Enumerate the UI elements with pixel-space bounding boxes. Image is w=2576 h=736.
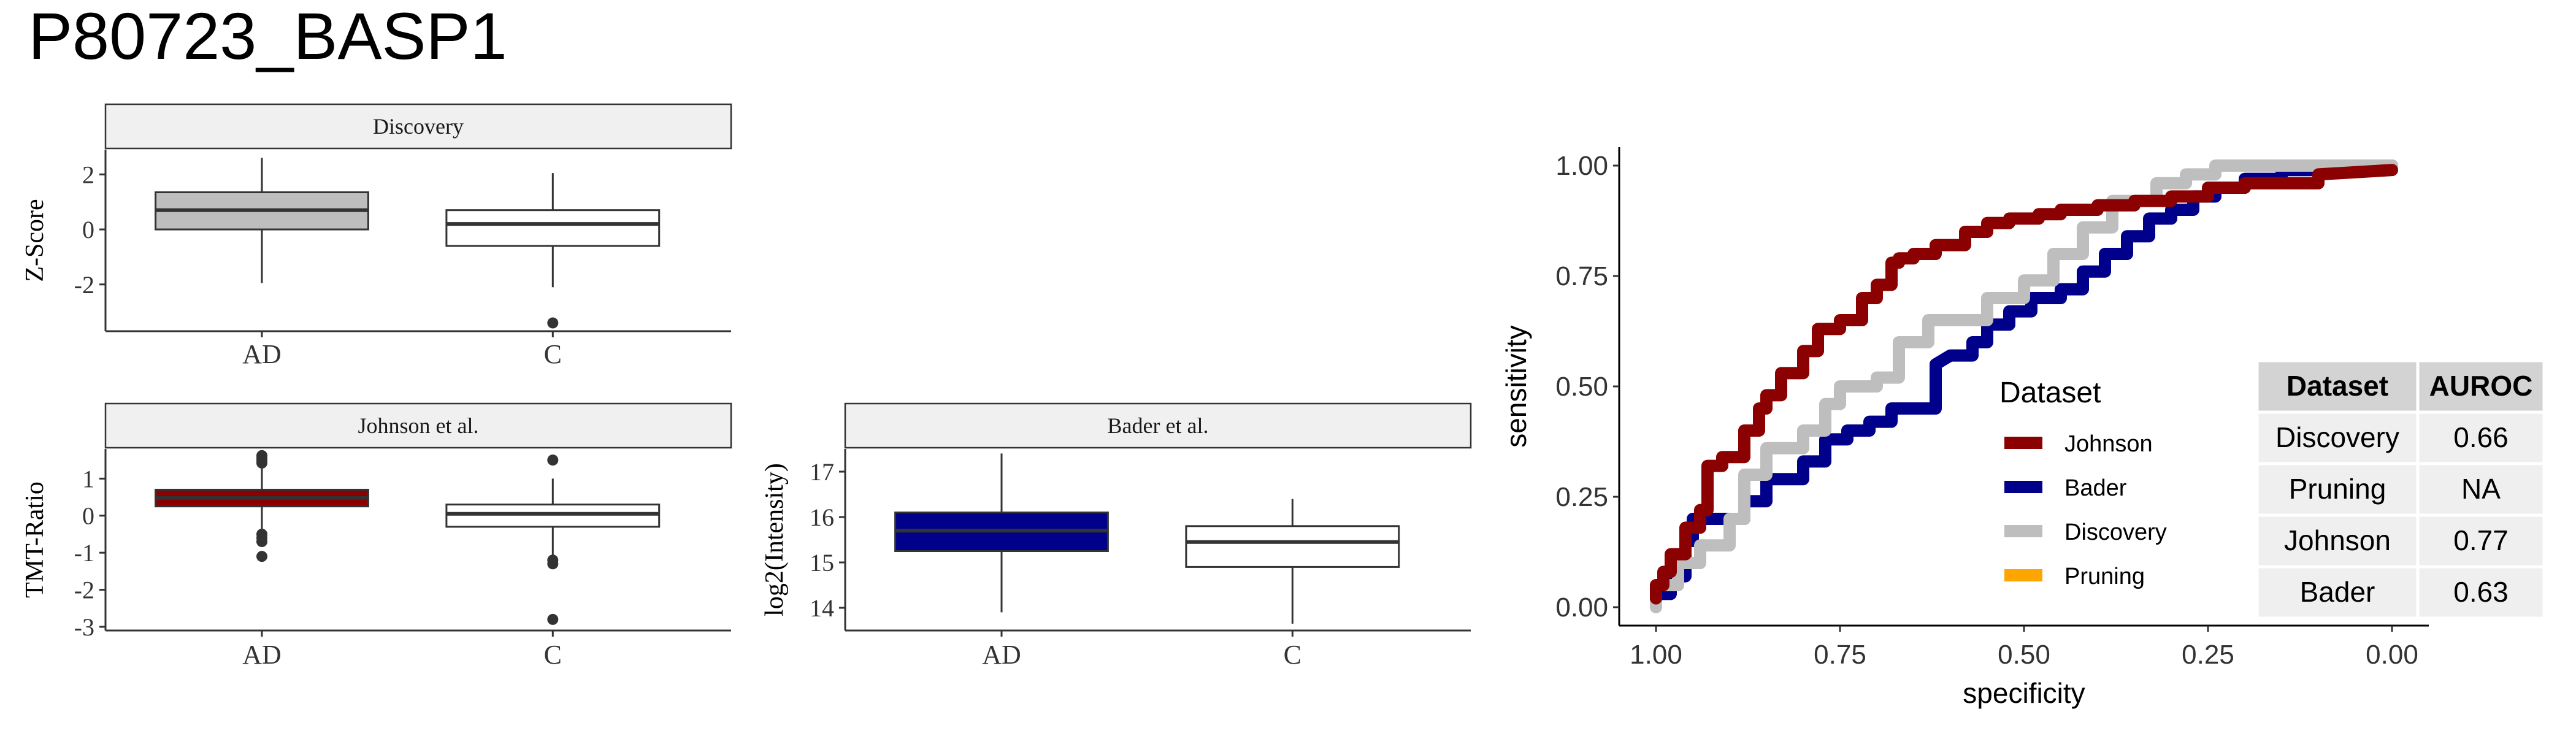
y-tick-label: 17 xyxy=(810,458,834,486)
y-tick-label: -2 xyxy=(74,577,94,604)
y-tick-label: 16 xyxy=(810,504,834,531)
box-plot-area: 2 0 -2 Z-Score AD C xyxy=(21,150,731,369)
box-outlier xyxy=(547,454,559,466)
box-plot-area: 17 16 15 14 log2(Intensity) AD C xyxy=(761,449,1471,670)
legend-label: Bader xyxy=(2064,475,2127,501)
panel-discovery: Discovery 2 0 -2 Z-Score AD C xyxy=(21,103,732,369)
box-ad xyxy=(155,450,369,562)
table-cell-value: NA xyxy=(2461,473,2501,505)
facet-strip-label: Bader et al. xyxy=(1108,413,1209,438)
auroc-table: Dataset AUROC Discovery 0.66 Pruning NA Johnso… xyxy=(2255,359,2546,620)
table-header-label: Dataset xyxy=(2287,370,2388,402)
table-cell xyxy=(2416,462,2546,517)
roc-line-johnson xyxy=(1650,164,2398,605)
y-tick-label: 15 xyxy=(810,549,834,577)
table-cell xyxy=(2255,565,2420,620)
panel-bader: Bader et al. 17 16 15 14 log2(Intensity) AD C xyxy=(761,402,1472,670)
table-cell-value: 0.77 xyxy=(2453,524,2509,556)
y-axis-title: TMT-Ratio xyxy=(21,481,49,598)
box-c xyxy=(445,173,661,329)
facet-strip-label: Discovery xyxy=(373,114,464,139)
y-tick-label: 2 xyxy=(82,161,94,188)
box-outlier xyxy=(256,551,267,562)
table-header-cell xyxy=(2416,359,2546,414)
y-tick-label: 0 xyxy=(82,502,94,530)
box-outlier xyxy=(547,613,559,625)
y-axis-title: log2(Intensity) xyxy=(761,463,789,616)
box-outlier xyxy=(256,457,267,469)
box-outlier xyxy=(547,317,559,329)
x-tick-label: AD xyxy=(982,640,1021,670)
table-cell-value: Discovery xyxy=(2275,421,2399,453)
y-tick-label: 0.00 xyxy=(1555,592,1608,623)
page-title: P80723_BASP1 xyxy=(28,0,507,73)
facet-strip-label: Johnson et al. xyxy=(358,413,479,438)
box-ad xyxy=(155,158,369,283)
y-tick-label: 14 xyxy=(810,594,834,622)
box-plot-area: 1 0 -1 -2 -3 TMT-Ratio AD C xyxy=(21,449,731,670)
y-tick-label: 0.50 xyxy=(1555,372,1608,402)
box-iqr xyxy=(445,504,661,528)
y-axis-title: sensitivity xyxy=(1500,325,1532,447)
x-tick-label: 0.50 xyxy=(1998,640,2050,670)
panel-johnson: Johnson et al. 1 0 -1 -2 -3 TMT-Ratio AD C xyxy=(21,402,732,670)
x-tick-label: 1.00 xyxy=(1630,640,1682,670)
y-tick-label: 1 xyxy=(82,465,94,493)
facet-strip xyxy=(844,402,1472,449)
legend-title: Dataset xyxy=(1999,377,2101,409)
x-tick-label: AD xyxy=(242,640,282,670)
facet-strip xyxy=(104,103,732,150)
y-tick-label: 1.00 xyxy=(1555,151,1608,181)
x-tick-label: C xyxy=(544,640,562,670)
legend-label: Johnson xyxy=(2064,431,2153,457)
table-header-label: AUROC xyxy=(2429,370,2533,402)
y-tick-label: 0 xyxy=(82,216,94,243)
legend-label: Discovery xyxy=(2064,519,2167,545)
y-tick-label: 0.75 xyxy=(1555,261,1608,291)
x-tick-label: 0.00 xyxy=(2366,640,2418,670)
y-tick-label: -1 xyxy=(74,539,94,567)
table-cell-value: 0.66 xyxy=(2453,421,2509,453)
roc-line-discovery xyxy=(1650,159,2398,613)
table-cell xyxy=(2255,513,2420,569)
roc-panel: 1.00 0.75 0.50 0.25 0.00 1.00 0.75 0.50 0.25 0.00… xyxy=(1500,147,2429,709)
x-tick-label: 0.25 xyxy=(2182,640,2234,670)
legend: Dataset Johnson Bader Discovery Pruning xyxy=(1999,377,2167,589)
y-axis-title: Z-Score xyxy=(21,199,49,282)
table-cell-value: Johnson xyxy=(2284,524,2391,556)
box-iqr xyxy=(1185,525,1400,568)
x-tick-label: C xyxy=(1284,640,1301,670)
facet-strip xyxy=(104,402,732,449)
box-c xyxy=(1185,499,1400,624)
x-axis-title: specificity xyxy=(1963,677,2085,709)
table-cell-value: Pruning xyxy=(2289,473,2386,505)
y-tick-label: 0.25 xyxy=(1555,482,1608,512)
table-cell xyxy=(2416,565,2546,620)
y-tick-label: -2 xyxy=(74,271,94,299)
legend-label: Pruning xyxy=(2064,564,2145,589)
table-cell xyxy=(2255,462,2420,517)
box-ad xyxy=(894,453,1109,613)
box-iqr xyxy=(445,209,661,247)
y-tick-label: -3 xyxy=(74,613,94,641)
box-outlier xyxy=(547,558,559,570)
table-cell-value: Bader xyxy=(2300,576,2375,608)
table-cell-value: 0.63 xyxy=(2453,576,2509,608)
box-c xyxy=(445,454,661,625)
x-tick-label: AD xyxy=(242,339,282,369)
x-tick-label: C xyxy=(544,339,562,369)
x-tick-label: 0.75 xyxy=(1814,640,1866,670)
box-outlier xyxy=(256,536,267,548)
